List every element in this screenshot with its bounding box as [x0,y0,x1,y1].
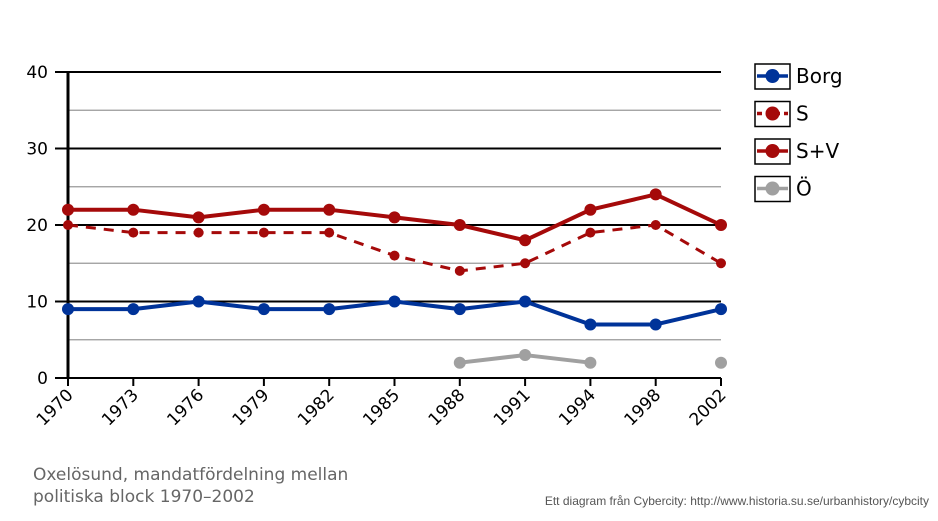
data-point-s [389,250,400,261]
data-point-o [519,349,532,362]
data-point-s-v [257,203,270,216]
data-point-borg [192,295,205,308]
data-point-borg [257,303,270,316]
data-point-borg [453,303,466,316]
legend-label: S [796,102,809,126]
data-point-borg [388,295,401,308]
legend-marker [765,106,780,121]
data-point-borg [127,303,140,316]
data-point-s-v [453,219,466,231]
data-point-s [258,227,269,238]
x-tick-label: 1973 [98,385,143,430]
data-point-s-v [649,188,662,201]
legend-marker [765,181,780,196]
data-point-borg [715,303,727,316]
credit-text: Ett diagram från Cybercity: http://www.h… [544,494,929,508]
data-point-borg [519,295,532,308]
x-tick-label: 1991 [490,385,535,430]
x-tick-label: 1994 [555,385,600,430]
data-point-o [715,356,727,369]
legend-label: S+V [796,139,839,163]
data-point-s [716,258,726,269]
data-point-s-v [715,219,727,231]
data-point-s [193,227,204,238]
data-point-borg [584,318,597,331]
legend-label: Ö [796,177,812,201]
data-point-s-v [62,203,74,216]
data-point-s [454,265,465,276]
y-tick-label: 10 [26,293,48,313]
series-line-s [67,223,722,273]
legend-label: Borg [796,64,843,88]
data-point-s-v [323,203,336,216]
data-point-s [324,227,335,238]
x-tick-label: 1970 [33,385,78,430]
data-point-o [584,356,597,369]
x-tick-label: 1982 [294,385,339,430]
y-tick-label: 40 [26,63,48,83]
legend-marker [765,69,780,83]
data-point-s [520,258,531,269]
x-tick-label: 1998 [621,385,666,430]
data-point-borg [62,303,74,316]
data-point-borg [649,318,662,331]
x-tick-label: 1979 [229,385,274,430]
data-point-s-v [519,234,532,247]
x-tick-label: 1988 [425,385,470,430]
data-point-s-v [127,203,140,216]
data-point-o [453,356,466,369]
chart-caption: Oxelösund, mandatfördelning mellan polit… [33,465,349,507]
y-tick-label: 30 [26,140,48,160]
legend-marker [765,144,780,158]
data-point-s [63,220,73,230]
x-tick-label: 2002 [686,385,731,430]
data-point-s-v [388,211,401,224]
data-point-s-v [192,211,205,224]
data-point-s [650,220,661,230]
x-tick-label: 1985 [359,385,404,430]
data-point-s [128,227,139,238]
x-tick-label: 1976 [163,385,208,430]
data-point-s [585,227,596,238]
y-tick-label: 20 [26,216,48,236]
y-tick-label: 0 [37,369,48,389]
data-point-s-v [584,203,597,216]
data-point-borg [323,303,336,316]
